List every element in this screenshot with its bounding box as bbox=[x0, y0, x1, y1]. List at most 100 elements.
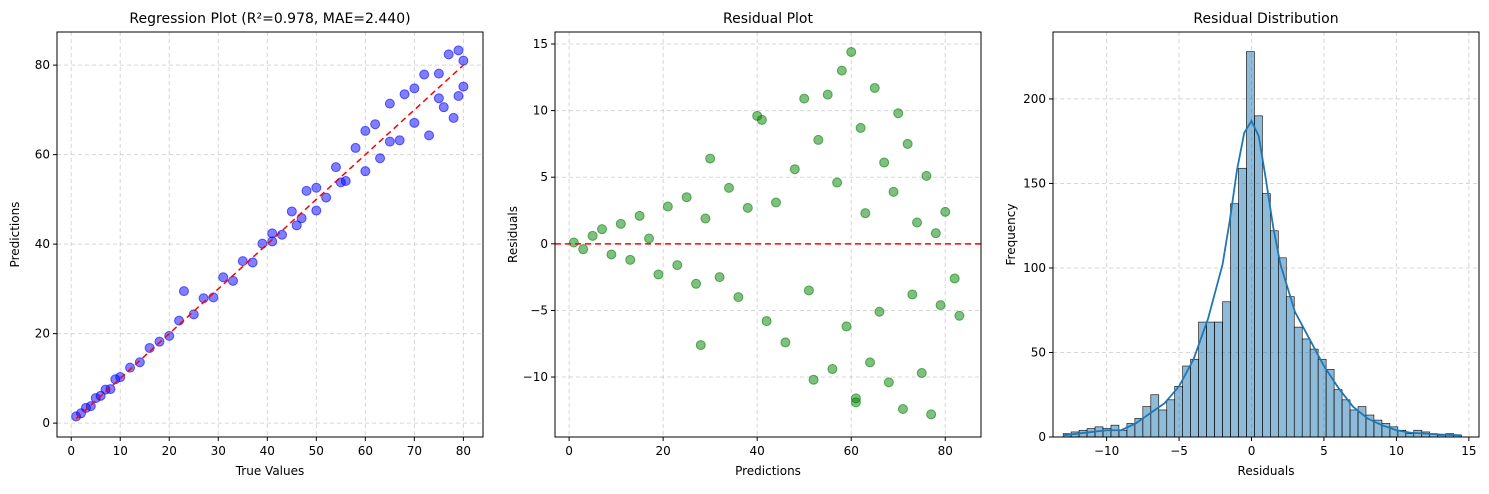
y-tick-label: 40 bbox=[35, 237, 50, 251]
x-tick-label: 0 bbox=[67, 444, 75, 458]
point bbox=[897, 404, 908, 415]
bar bbox=[1166, 399, 1176, 438]
point bbox=[218, 272, 229, 283]
axes-frame bbox=[1052, 31, 1480, 438]
point bbox=[433, 93, 444, 104]
y-tick-label: 0 bbox=[540, 237, 548, 251]
point bbox=[912, 217, 923, 228]
bar bbox=[1142, 406, 1152, 438]
point bbox=[902, 138, 913, 149]
x-tick-label: 5 bbox=[1320, 444, 1328, 458]
point bbox=[921, 170, 932, 181]
bar bbox=[1214, 321, 1223, 438]
point bbox=[237, 256, 248, 267]
point bbox=[438, 102, 449, 113]
point bbox=[424, 130, 435, 141]
point bbox=[360, 166, 371, 177]
bar bbox=[1341, 399, 1351, 438]
x-tick-label: −10 bbox=[1094, 444, 1119, 458]
y-tick-label: 50 bbox=[1031, 345, 1046, 359]
point bbox=[257, 238, 268, 249]
point bbox=[247, 257, 258, 268]
point bbox=[799, 93, 810, 104]
point bbox=[841, 321, 852, 332]
chart-title: Residual Plot bbox=[723, 11, 813, 27]
point bbox=[644, 233, 655, 244]
plot-area bbox=[1062, 51, 1462, 438]
y-tick-label: 20 bbox=[35, 327, 50, 341]
bar bbox=[1222, 301, 1231, 438]
x-tick-label: 15 bbox=[1461, 444, 1476, 458]
point bbox=[453, 45, 464, 56]
point bbox=[672, 260, 683, 271]
y-axis-label: Residuals bbox=[506, 206, 520, 263]
point bbox=[311, 205, 322, 216]
x-axis-label: Predictions bbox=[735, 464, 801, 478]
point bbox=[335, 177, 346, 188]
x-tick-label: 60 bbox=[358, 444, 373, 458]
point bbox=[433, 68, 444, 79]
bar bbox=[1190, 358, 1199, 438]
plot-area bbox=[71, 45, 469, 422]
kde-line bbox=[1063, 119, 1462, 437]
bar bbox=[1333, 389, 1343, 438]
reference-line bbox=[75, 64, 464, 420]
bar bbox=[1293, 326, 1303, 438]
point bbox=[822, 89, 833, 100]
point bbox=[286, 206, 297, 217]
point bbox=[578, 244, 589, 255]
subplot: 0 20 40 60 80 −10 −5 0 5 10 15 Residual Plot Predict… bbox=[506, 11, 982, 478]
point bbox=[360, 125, 371, 136]
point bbox=[277, 229, 288, 240]
point bbox=[827, 364, 838, 375]
point bbox=[597, 224, 608, 235]
point bbox=[458, 81, 469, 92]
bar bbox=[1158, 409, 1168, 438]
x-tick-label: 0 bbox=[1248, 444, 1256, 458]
bar bbox=[1285, 296, 1295, 438]
point bbox=[761, 316, 772, 327]
point bbox=[691, 278, 702, 289]
point bbox=[907, 289, 918, 300]
point bbox=[883, 377, 894, 388]
point bbox=[409, 83, 420, 94]
point bbox=[756, 114, 767, 125]
point bbox=[350, 142, 361, 153]
point bbox=[125, 362, 136, 373]
plot-area bbox=[555, 46, 981, 420]
x-tick-label: 0 bbox=[565, 444, 573, 458]
point bbox=[879, 157, 890, 168]
point bbox=[409, 117, 420, 128]
bar bbox=[1246, 51, 1255, 438]
y-tick-label: 100 bbox=[1023, 261, 1046, 275]
point bbox=[164, 330, 175, 341]
point bbox=[916, 368, 927, 379]
bar bbox=[1150, 394, 1160, 438]
point bbox=[935, 300, 946, 311]
bar bbox=[1309, 348, 1319, 438]
point bbox=[949, 273, 960, 284]
point bbox=[178, 286, 189, 297]
y-tick-label: 60 bbox=[35, 148, 50, 162]
y-tick-label: 10 bbox=[533, 104, 548, 118]
y-tick-label: 150 bbox=[1023, 176, 1046, 190]
point bbox=[443, 49, 454, 60]
subplot: 0 10 20 30 40 50 60 70 80 0 20 40 60 80 Regression Plo… bbox=[8, 11, 484, 478]
bar bbox=[1278, 257, 1287, 438]
point bbox=[705, 153, 716, 164]
x-axis-label: Residuals bbox=[1238, 464, 1295, 478]
point bbox=[836, 65, 847, 76]
point bbox=[321, 192, 332, 203]
bar bbox=[1262, 193, 1271, 438]
point bbox=[855, 122, 866, 133]
x-tick-label: 80 bbox=[456, 444, 471, 458]
point bbox=[832, 177, 843, 188]
bar bbox=[1317, 358, 1327, 438]
point bbox=[330, 162, 341, 173]
point bbox=[869, 82, 880, 93]
y-axis-label: Predictions bbox=[8, 202, 22, 268]
point bbox=[174, 315, 185, 326]
point bbox=[267, 236, 278, 247]
x-tick-label: 70 bbox=[407, 444, 422, 458]
